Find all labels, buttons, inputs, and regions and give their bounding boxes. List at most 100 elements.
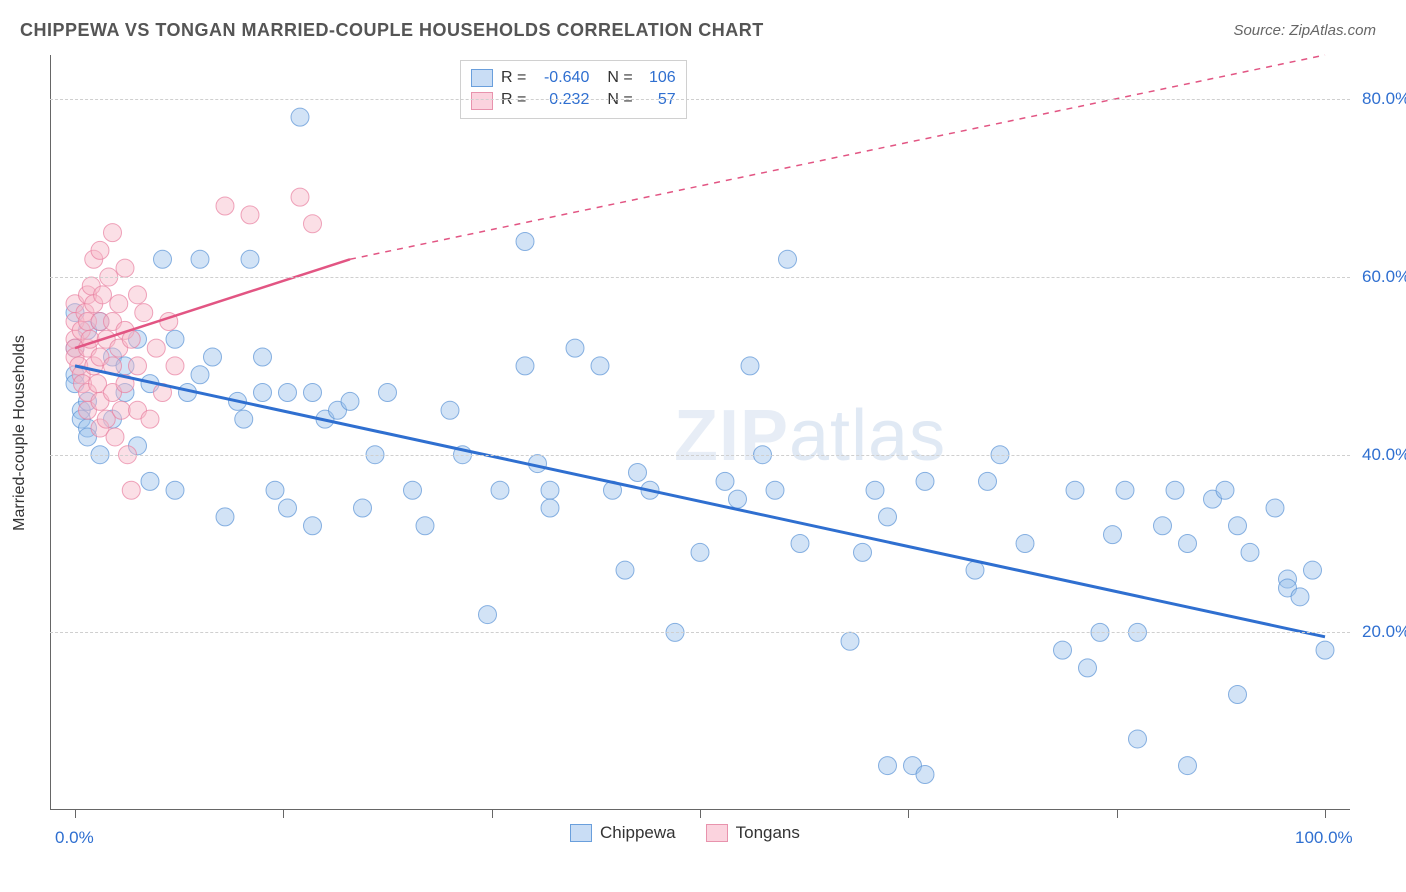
grid-line — [50, 455, 1350, 456]
scatter-point — [541, 481, 559, 499]
scatter-point — [791, 535, 809, 553]
scatter-point — [629, 463, 647, 481]
y-tick-label: 40.0% — [1362, 445, 1406, 465]
scatter-point — [1054, 641, 1072, 659]
grid-line — [50, 277, 1350, 278]
scatter-plot-svg — [0, 0, 1406, 892]
scatter-point — [1016, 535, 1034, 553]
scatter-point — [1104, 526, 1122, 544]
scatter-point — [122, 481, 140, 499]
scatter-point — [166, 481, 184, 499]
scatter-point — [241, 250, 259, 268]
scatter-point — [966, 561, 984, 579]
scatter-point — [841, 632, 859, 650]
scatter-point — [379, 384, 397, 402]
scatter-point — [1079, 659, 1097, 677]
scatter-point — [304, 384, 322, 402]
x-tick-mark — [908, 810, 909, 818]
scatter-point — [291, 108, 309, 126]
scatter-point — [235, 410, 253, 428]
scatter-point — [1129, 730, 1147, 748]
scatter-point — [766, 481, 784, 499]
scatter-point — [91, 241, 109, 259]
scatter-point — [291, 188, 309, 206]
scatter-point — [354, 499, 372, 517]
scatter-point — [779, 250, 797, 268]
y-tick-label: 80.0% — [1362, 89, 1406, 109]
scatter-point — [241, 206, 259, 224]
trend-line — [75, 366, 1325, 637]
x-tick-mark — [75, 810, 76, 818]
scatter-point — [341, 392, 359, 410]
trend-line-extrapolated — [350, 55, 1325, 259]
scatter-point — [1229, 517, 1247, 535]
scatter-point — [1241, 543, 1259, 561]
x-tick-mark — [1117, 810, 1118, 818]
scatter-point — [266, 481, 284, 499]
scatter-point — [129, 357, 147, 375]
scatter-point — [1229, 686, 1247, 704]
scatter-point — [204, 348, 222, 366]
scatter-point — [191, 366, 209, 384]
scatter-point — [1166, 481, 1184, 499]
scatter-point — [979, 472, 997, 490]
scatter-point — [916, 765, 934, 783]
scatter-point — [729, 490, 747, 508]
scatter-point — [216, 508, 234, 526]
scatter-point — [166, 330, 184, 348]
scatter-point — [141, 410, 159, 428]
y-tick-label: 20.0% — [1362, 622, 1406, 642]
x-min-label: 0.0% — [55, 828, 94, 848]
scatter-point — [741, 357, 759, 375]
scatter-point — [404, 481, 422, 499]
scatter-point — [916, 472, 934, 490]
scatter-point — [279, 384, 297, 402]
scatter-point — [479, 606, 497, 624]
scatter-point — [191, 250, 209, 268]
scatter-point — [866, 481, 884, 499]
scatter-point — [104, 224, 122, 242]
scatter-point — [1266, 499, 1284, 517]
x-max-label: 100.0% — [1295, 828, 1353, 848]
scatter-point — [1116, 481, 1134, 499]
scatter-point — [541, 499, 559, 517]
scatter-point — [616, 561, 634, 579]
scatter-point — [141, 472, 159, 490]
scatter-point — [1216, 481, 1234, 499]
x-tick-mark — [283, 810, 284, 818]
scatter-point — [491, 481, 509, 499]
scatter-point — [516, 357, 534, 375]
grid-line — [50, 99, 1350, 100]
scatter-point — [304, 215, 322, 233]
scatter-point — [129, 286, 147, 304]
scatter-point — [691, 543, 709, 561]
scatter-point — [135, 304, 153, 322]
scatter-point — [279, 499, 297, 517]
scatter-point — [1316, 641, 1334, 659]
scatter-point — [254, 384, 272, 402]
scatter-point — [879, 508, 897, 526]
scatter-point — [854, 543, 872, 561]
scatter-point — [1066, 481, 1084, 499]
scatter-point — [1291, 588, 1309, 606]
scatter-point — [566, 339, 584, 357]
x-tick-mark — [1325, 810, 1326, 818]
scatter-point — [441, 401, 459, 419]
grid-line — [50, 632, 1350, 633]
scatter-point — [216, 197, 234, 215]
x-tick-mark — [492, 810, 493, 818]
scatter-point — [110, 295, 128, 313]
scatter-point — [254, 348, 272, 366]
scatter-point — [154, 250, 172, 268]
scatter-point — [1304, 561, 1322, 579]
scatter-point — [716, 472, 734, 490]
scatter-point — [147, 339, 165, 357]
x-tick-mark — [700, 810, 701, 818]
scatter-point — [1179, 535, 1197, 553]
scatter-point — [166, 357, 184, 375]
scatter-point — [416, 517, 434, 535]
y-tick-label: 60.0% — [1362, 267, 1406, 287]
scatter-point — [1179, 757, 1197, 775]
scatter-point — [106, 428, 124, 446]
scatter-point — [304, 517, 322, 535]
